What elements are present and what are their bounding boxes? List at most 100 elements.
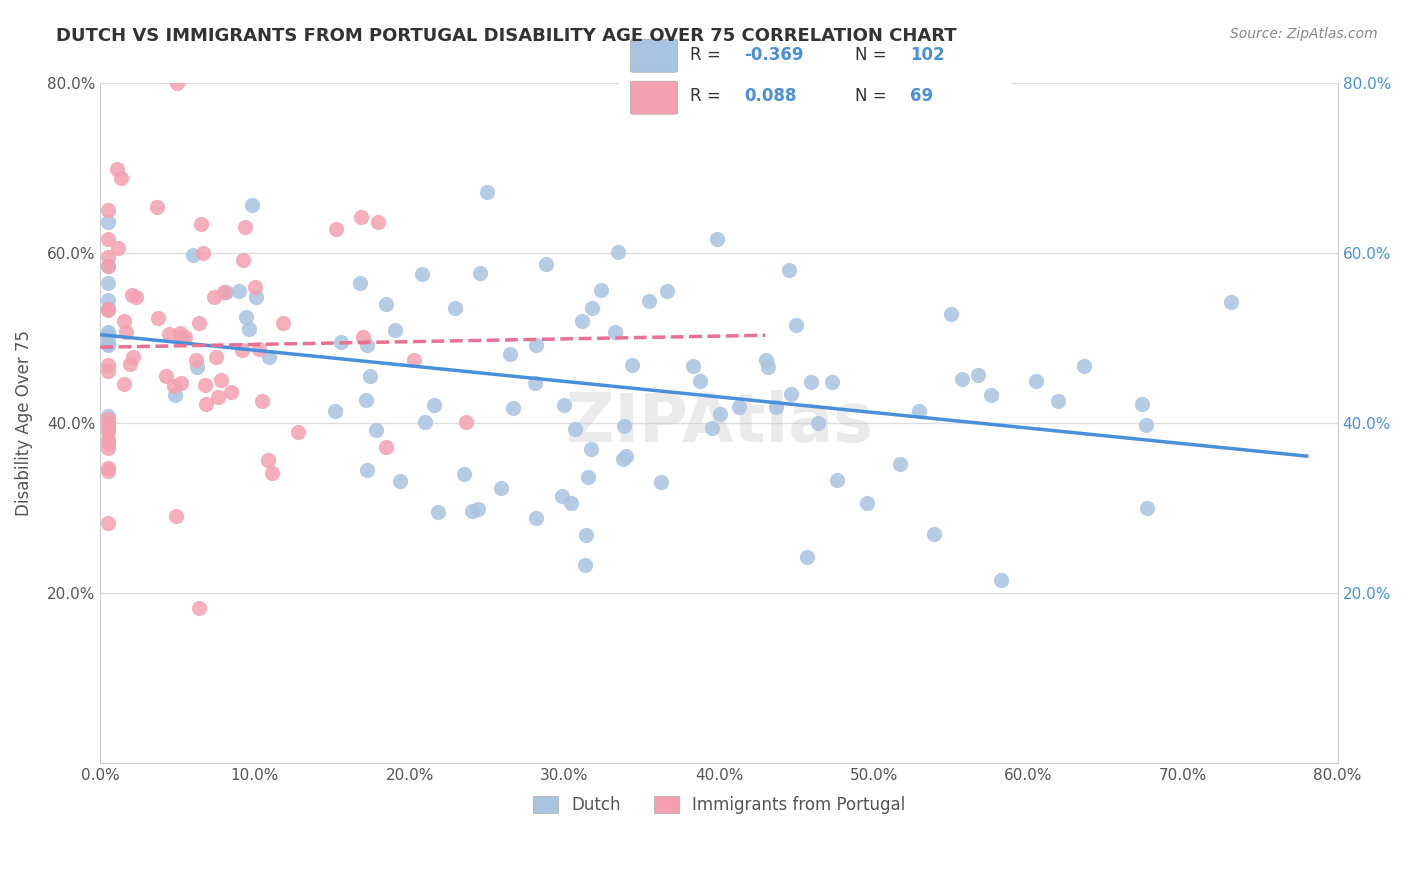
Dutch: [389, 474, 412, 488]
Text: Source: ZipAtlas.com: Source: ZipAtlas.com: [1230, 27, 1378, 41]
Dutch: [364, 423, 387, 437]
Immigrants from Portugal: [97, 435, 120, 450]
Immigrants from Portugal: [97, 425, 120, 439]
Immigrants from Portugal: [97, 417, 120, 432]
Immigrants from Portugal: [115, 325, 138, 339]
Immigrants from Portugal: [97, 250, 120, 264]
Dutch: [1047, 394, 1070, 409]
Immigrants from Portugal: [97, 516, 120, 530]
Dutch: [443, 301, 465, 315]
Dutch: [97, 301, 120, 316]
Immigrants from Portugal: [97, 259, 120, 273]
Immigrants from Portugal: [212, 285, 235, 300]
Dutch: [524, 511, 547, 525]
Immigrants from Portugal: [187, 601, 209, 615]
Immigrants from Portugal: [247, 342, 270, 356]
Immigrants from Portugal: [257, 453, 280, 467]
Dutch: [499, 346, 522, 360]
Dutch: [638, 293, 661, 308]
Immigrants from Portugal: [112, 314, 135, 328]
Dutch: [330, 334, 353, 349]
Immigrants from Portugal: [157, 326, 180, 341]
Immigrants from Portugal: [97, 420, 120, 434]
Dutch: [240, 197, 263, 211]
Immigrants from Portugal: [105, 161, 128, 176]
Immigrants from Portugal: [252, 394, 274, 409]
Dutch: [523, 376, 546, 390]
Dutch: [359, 369, 381, 384]
Dutch: [589, 284, 612, 298]
Dutch: [796, 549, 818, 564]
Dutch: [502, 401, 524, 415]
Immigrants from Portugal: [97, 359, 120, 373]
Dutch: [765, 401, 787, 415]
Immigrants from Portugal: [243, 280, 266, 294]
Immigrants from Portugal: [233, 219, 256, 234]
Legend: Dutch, Immigrants from Portugal: Dutch, Immigrants from Portugal: [524, 788, 914, 822]
Immigrants from Portugal: [325, 222, 347, 236]
Dutch: [780, 387, 803, 401]
Dutch: [607, 245, 630, 260]
Dutch: [778, 263, 800, 277]
Dutch: [967, 368, 990, 383]
Text: ZIPAtlas: ZIPAtlas: [565, 391, 872, 457]
Dutch: [413, 415, 436, 429]
Immigrants from Portugal: [114, 376, 136, 391]
Immigrants from Portugal: [456, 415, 478, 429]
Immigrants from Portugal: [166, 77, 188, 91]
Immigrants from Portugal: [352, 330, 374, 344]
Immigrants from Portugal: [262, 467, 284, 481]
Text: 69: 69: [910, 87, 934, 105]
Dutch: [163, 388, 186, 402]
Dutch: [689, 374, 711, 388]
Text: -0.369: -0.369: [745, 46, 804, 64]
Dutch: [97, 215, 120, 229]
Dutch: [375, 297, 398, 311]
Dutch: [1135, 418, 1157, 433]
Dutch: [655, 284, 678, 298]
Immigrants from Portugal: [97, 364, 120, 378]
Dutch: [939, 307, 962, 321]
Immigrants from Portugal: [232, 253, 254, 268]
Dutch: [605, 325, 627, 339]
Dutch: [560, 496, 582, 510]
Dutch: [579, 442, 602, 457]
Dutch: [807, 417, 830, 431]
Dutch: [980, 388, 1002, 402]
Immigrants from Portugal: [163, 379, 186, 393]
Dutch: [323, 404, 346, 418]
Dutch: [97, 277, 120, 291]
Immigrants from Portugal: [191, 246, 214, 260]
Dutch: [990, 573, 1012, 587]
Immigrants from Portugal: [122, 350, 145, 364]
Immigrants from Portugal: [367, 215, 389, 229]
Dutch: [1136, 500, 1159, 515]
FancyBboxPatch shape: [610, 29, 1021, 122]
Immigrants from Portugal: [97, 303, 120, 318]
Dutch: [534, 257, 557, 271]
Dutch: [97, 409, 120, 424]
Text: 102: 102: [910, 46, 945, 64]
Dutch: [785, 318, 807, 332]
Text: 0.088: 0.088: [745, 87, 797, 105]
Immigrants from Portugal: [121, 287, 143, 301]
Dutch: [907, 404, 929, 418]
Immigrants from Portugal: [97, 461, 120, 475]
Dutch: [97, 336, 120, 351]
Dutch: [235, 310, 257, 325]
Dutch: [800, 376, 823, 390]
Dutch: [756, 360, 779, 375]
Text: N =: N =: [855, 87, 891, 105]
Immigrants from Portugal: [287, 425, 309, 439]
Dutch: [576, 470, 599, 484]
Immigrants from Portugal: [118, 357, 141, 371]
Immigrants from Portugal: [186, 353, 208, 368]
Immigrants from Portugal: [110, 170, 132, 185]
Immigrants from Portugal: [204, 350, 226, 364]
Dutch: [856, 495, 879, 509]
Dutch: [950, 371, 973, 385]
Immigrants from Portugal: [146, 311, 169, 326]
Dutch: [183, 248, 205, 262]
Dutch: [709, 407, 731, 421]
Immigrants from Portugal: [231, 343, 253, 357]
